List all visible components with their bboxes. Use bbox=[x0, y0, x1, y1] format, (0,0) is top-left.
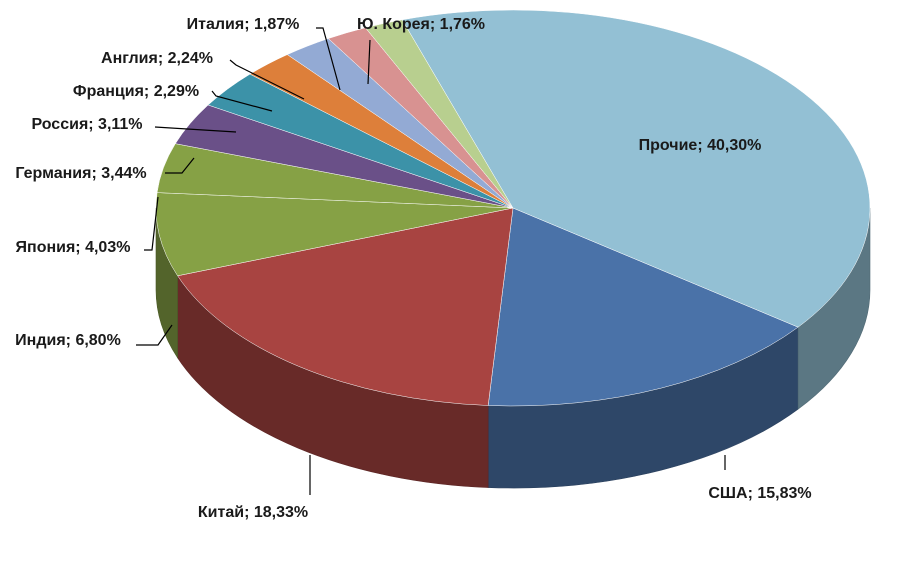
slice-label-2: Индия; 6,80% bbox=[15, 332, 121, 349]
leader-line-3 bbox=[144, 196, 159, 251]
leader-line-4 bbox=[165, 157, 195, 174]
slice-label-7: Англия; 2,24% bbox=[101, 50, 213, 67]
leader-line-9 bbox=[367, 39, 371, 85]
leader-line-8 bbox=[316, 27, 341, 91]
slice-2 bbox=[155, 192, 514, 277]
slice-1 bbox=[177, 207, 514, 406]
slice-label-8: Италия; 1,87% bbox=[187, 16, 300, 33]
leader-line-2 bbox=[136, 324, 173, 346]
slice-labels: США; 15,83% Китай; 18,33% Индия; 6,80% Япон… bbox=[15, 16, 811, 521]
leader-line-7 bbox=[229, 59, 305, 100]
slice-label-3: Япония; 4,03% bbox=[16, 239, 131, 256]
slice-label-9: Ю. Корея; 1,76% bbox=[357, 16, 485, 33]
leader-lines bbox=[136, 27, 726, 495]
slice-label-5: Россия; 3,11% bbox=[31, 116, 142, 133]
slice-label-4: Германия; 3,44% bbox=[15, 165, 146, 182]
slice-label-10: Прочие; 40,30% bbox=[639, 137, 762, 154]
slice-10 bbox=[401, 9, 871, 328]
slice-label-0: США; 15,83% bbox=[708, 485, 811, 502]
leader-line-5 bbox=[154, 126, 237, 133]
slice-0 bbox=[487, 207, 799, 407]
slice-label-1: Китай; 18,33% bbox=[198, 504, 308, 521]
slice-label-6: Франция; 2,29% bbox=[73, 83, 199, 100]
pie-slices bbox=[155, 9, 871, 407]
leader-line-6 bbox=[211, 90, 273, 112]
